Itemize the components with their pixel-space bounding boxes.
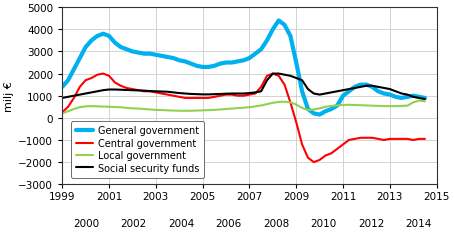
Central government	[100, 73, 106, 76]
General government	[159, 55, 164, 58]
Line: Local government: Local government	[62, 101, 425, 114]
Social security funds	[422, 98, 428, 101]
General government	[171, 57, 176, 60]
Social security funds	[317, 94, 322, 97]
Central government	[323, 154, 328, 158]
Local government	[159, 109, 164, 112]
Local government	[229, 108, 235, 111]
General government	[416, 96, 422, 99]
Central government	[165, 94, 170, 97]
Central government	[247, 94, 252, 97]
Central government	[416, 138, 422, 141]
Central government	[235, 95, 241, 98]
Social security funds	[171, 91, 176, 94]
Local government	[422, 100, 428, 103]
Line: Social security funds: Social security funds	[62, 74, 425, 100]
Social security funds	[159, 91, 164, 94]
Local government	[416, 100, 422, 103]
Social security funds	[270, 73, 276, 76]
General government	[323, 110, 328, 113]
Local government	[171, 110, 176, 113]
General government	[229, 62, 235, 65]
Social security funds	[229, 93, 235, 96]
Local government	[311, 109, 316, 112]
Line: General government: General government	[62, 21, 425, 115]
Social security funds	[241, 93, 247, 96]
Local government	[410, 102, 416, 105]
Local government	[241, 107, 247, 110]
General government	[276, 20, 281, 23]
Central government	[59, 111, 65, 114]
Central government	[311, 161, 316, 164]
Central government	[422, 138, 428, 141]
General government	[59, 86, 65, 89]
General government	[317, 114, 322, 117]
Line: Central government: Central government	[62, 74, 425, 163]
General government	[241, 59, 247, 62]
Central government	[177, 96, 182, 99]
General government	[422, 97, 428, 100]
Y-axis label: milj €: milj €	[4, 81, 14, 112]
Social security funds	[416, 97, 422, 100]
Local government	[59, 112, 65, 115]
Legend: General government, Central government, Local government, Social security funds: General government, Central government, …	[71, 121, 204, 178]
Social security funds	[59, 97, 65, 100]
